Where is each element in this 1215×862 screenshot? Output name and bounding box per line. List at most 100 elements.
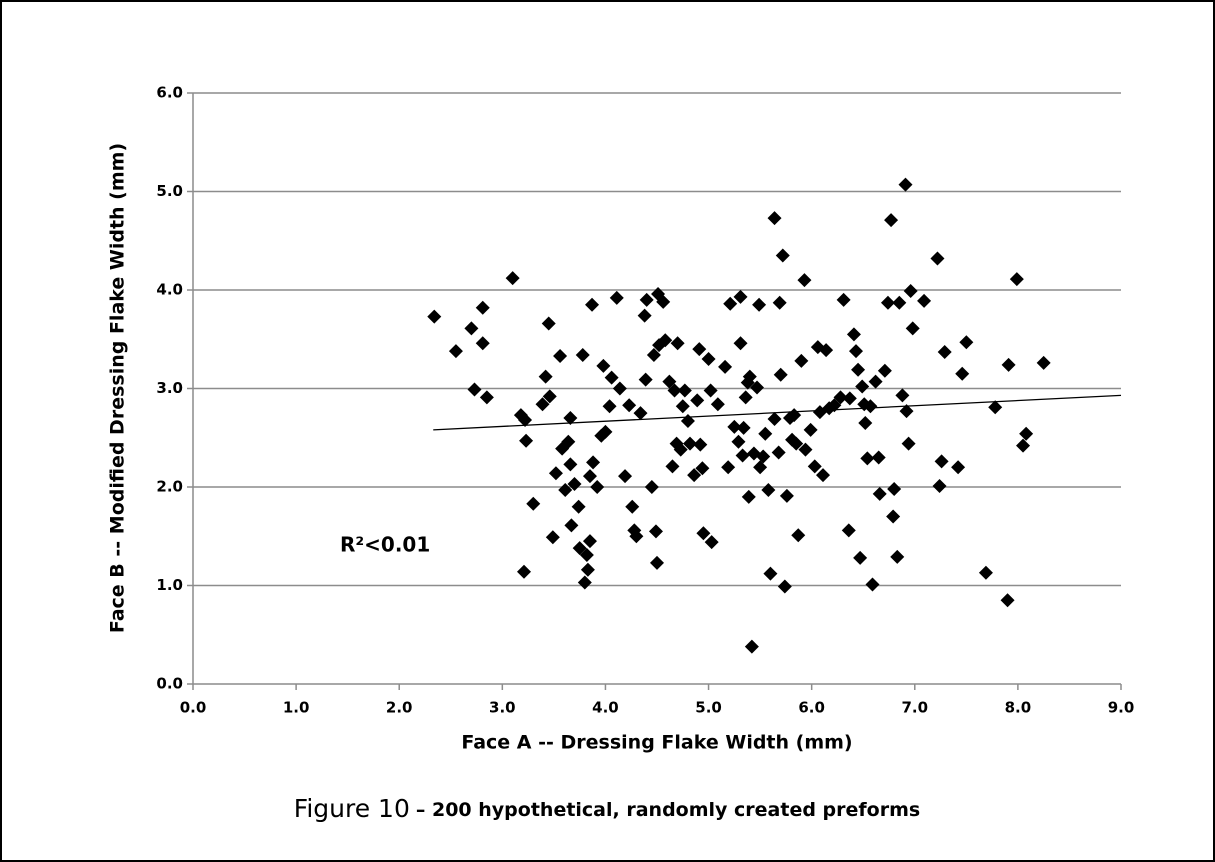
point	[658, 333, 673, 348]
x-tick-label: 9.0	[1108, 699, 1135, 717]
point	[582, 469, 597, 484]
point	[475, 336, 490, 351]
point	[803, 422, 818, 437]
point	[899, 404, 914, 419]
point	[884, 213, 899, 228]
trendline	[433, 394, 1122, 431]
point	[563, 411, 578, 426]
point	[505, 271, 520, 286]
point	[895, 388, 910, 403]
point	[833, 390, 848, 405]
point	[742, 369, 757, 384]
point	[710, 397, 725, 412]
point	[648, 524, 663, 539]
point	[687, 468, 702, 483]
point	[580, 562, 595, 577]
point	[777, 579, 792, 594]
point	[586, 455, 601, 470]
point	[877, 363, 892, 378]
y-tick-label: 2.0	[156, 478, 183, 496]
point	[629, 529, 644, 544]
point	[819, 343, 834, 358]
point	[604, 370, 619, 385]
point	[563, 457, 578, 472]
point	[771, 445, 786, 460]
point	[789, 436, 804, 451]
point	[479, 390, 494, 405]
point	[572, 541, 587, 556]
point	[596, 358, 611, 373]
point	[798, 442, 813, 457]
point	[827, 398, 842, 413]
point	[701, 351, 716, 366]
point	[934, 454, 949, 469]
point	[1000, 593, 1015, 608]
point	[736, 420, 751, 435]
point	[622, 398, 637, 413]
point	[579, 547, 594, 562]
point	[567, 477, 582, 492]
point	[693, 437, 708, 452]
point	[535, 397, 550, 412]
point	[590, 480, 605, 494]
point	[646, 348, 661, 363]
point	[744, 639, 759, 654]
x-tick-label: 6.0	[798, 699, 825, 717]
point	[741, 489, 756, 504]
point	[871, 450, 886, 465]
point	[753, 460, 768, 475]
point	[890, 549, 905, 564]
point	[564, 518, 579, 533]
y-tick-label: 4.0	[156, 281, 183, 299]
point	[872, 486, 887, 501]
point	[650, 555, 664, 570]
point	[718, 359, 733, 374]
point	[542, 389, 557, 404]
point	[855, 379, 870, 394]
point	[772, 295, 787, 310]
point	[917, 293, 932, 308]
x-tick-label: 7.0	[901, 699, 928, 717]
point	[858, 415, 873, 430]
point	[887, 481, 902, 496]
point	[553, 348, 568, 363]
point	[662, 374, 677, 389]
point	[545, 530, 560, 545]
y-tick-label: 6.0	[156, 84, 183, 102]
caption: Figure 10 – 200 hypothetical, randomly cr…	[294, 794, 920, 823]
annotation: R²<0.01	[340, 533, 430, 557]
point	[644, 480, 659, 494]
x-tick-label: 4.0	[592, 699, 619, 717]
point	[561, 434, 576, 449]
point	[571, 499, 586, 514]
point	[723, 296, 738, 311]
point	[865, 577, 880, 592]
point	[898, 177, 913, 192]
point	[752, 297, 767, 312]
point	[475, 300, 490, 315]
point	[448, 344, 463, 359]
point	[767, 211, 782, 226]
point	[978, 565, 993, 580]
point	[727, 419, 742, 434]
point	[656, 294, 671, 309]
point	[690, 393, 705, 408]
point	[518, 413, 533, 428]
caption-lead: Figure 10	[294, 794, 410, 823]
point	[538, 369, 553, 384]
point	[773, 367, 788, 382]
point	[860, 451, 875, 466]
point	[575, 348, 590, 363]
point	[577, 575, 592, 590]
point	[775, 248, 790, 263]
point	[618, 469, 633, 484]
point	[692, 342, 707, 357]
point	[791, 528, 806, 543]
point	[558, 482, 573, 497]
point	[794, 353, 809, 368]
point	[951, 460, 966, 475]
point	[673, 442, 688, 457]
point	[677, 383, 692, 398]
point	[667, 383, 682, 398]
point	[841, 523, 856, 538]
